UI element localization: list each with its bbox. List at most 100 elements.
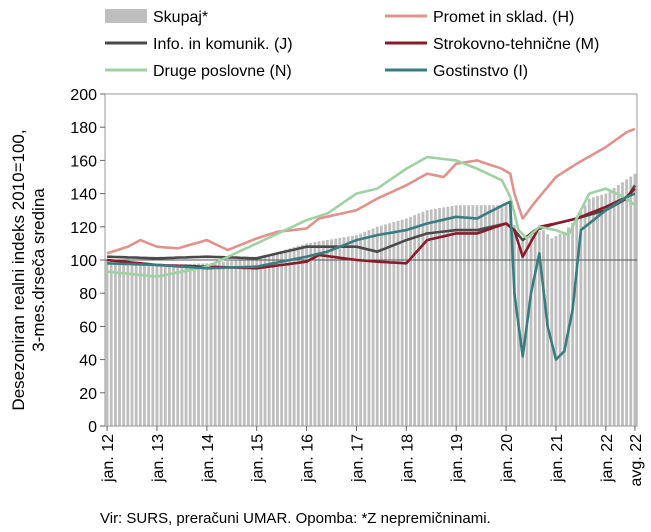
bar-skupaj bbox=[413, 215, 417, 426]
bar-skupaj bbox=[616, 185, 620, 426]
y-tick-label: 20 bbox=[79, 386, 97, 403]
y-tick-label: 80 bbox=[79, 286, 97, 303]
y-axis-label: Desezoniran realni indeks 2010=100,3-mes… bbox=[9, 129, 48, 410]
bar-skupaj bbox=[317, 241, 321, 426]
bar-skupaj bbox=[309, 242, 313, 426]
bar-skupaj bbox=[400, 219, 404, 426]
bar-skupaj bbox=[450, 205, 454, 426]
bar-skupaj bbox=[446, 206, 450, 426]
bar-skupaj bbox=[238, 260, 242, 426]
bar-skupaj bbox=[392, 222, 396, 426]
bar-skupaj bbox=[604, 193, 608, 426]
bar-skupaj bbox=[284, 249, 288, 427]
legend-item: Strokovno-tehnične (M) bbox=[385, 36, 599, 53]
bar-skupaj bbox=[305, 243, 308, 426]
legend: Skupaj* Promet in sklad. (H) Info. in komu… bbox=[105, 9, 599, 80]
bar-skupaj bbox=[334, 238, 338, 426]
bar-skupaj bbox=[222, 261, 225, 426]
bar-skupaj bbox=[396, 220, 400, 426]
bar-skupaj bbox=[409, 216, 412, 426]
legend-item: Info. in komunik. (J) bbox=[105, 36, 293, 53]
bar-skupaj bbox=[438, 208, 441, 426]
bar-series bbox=[105, 173, 637, 427]
bar-skupaj bbox=[234, 260, 238, 426]
bar-skupaj bbox=[213, 262, 217, 426]
series-line-3 bbox=[106, 155, 636, 278]
y-tick-label: 180 bbox=[70, 120, 97, 137]
bar-skupaj bbox=[587, 198, 591, 426]
bar-skupaj bbox=[550, 238, 554, 426]
x-tick-label: jan. 15 bbox=[250, 434, 267, 483]
bar-skupaj bbox=[621, 182, 624, 426]
bar-skupaj bbox=[263, 255, 267, 426]
bar-skupaj bbox=[246, 259, 250, 426]
bar-skupaj bbox=[350, 235, 354, 426]
legend-label: Strokovno-tehnične (M) bbox=[433, 36, 599, 53]
y-axis-label-line: Desezoniran realni indeks 2010=100, bbox=[9, 129, 28, 410]
bar-skupaj bbox=[271, 253, 275, 426]
x-tick-label: avg. 22 bbox=[628, 434, 645, 487]
bar-skupaj bbox=[612, 187, 616, 426]
y-tick-label: 40 bbox=[79, 353, 97, 370]
legend-label: Info. in komunik. (J) bbox=[153, 36, 293, 53]
bar-skupaj bbox=[342, 237, 346, 426]
legend-item: Skupaj* bbox=[105, 9, 208, 26]
legend-label: Skupaj* bbox=[153, 9, 208, 26]
bar-skupaj bbox=[458, 205, 462, 426]
y-tick-label: 160 bbox=[70, 153, 97, 170]
bar-skupaj bbox=[434, 208, 437, 426]
bar-skupaj bbox=[417, 213, 421, 426]
bar-skupaj bbox=[172, 264, 175, 426]
x-tick-label: jan. 14 bbox=[200, 434, 217, 483]
legend-swatch bbox=[105, 9, 147, 23]
x-tick-label: jan. 20 bbox=[499, 434, 516, 483]
bar-skupaj bbox=[313, 242, 317, 426]
bar-skupaj bbox=[367, 230, 371, 426]
bar-skupaj bbox=[168, 264, 171, 426]
bar-skupaj bbox=[242, 259, 246, 426]
bar-skupaj bbox=[629, 176, 633, 426]
bar-skupaj bbox=[579, 211, 583, 426]
bar-skupaj bbox=[276, 252, 279, 426]
bar-skupaj bbox=[608, 190, 612, 426]
y-tick-label: 200 bbox=[70, 87, 97, 104]
bar-skupaj bbox=[554, 236, 558, 426]
bar-skupaj bbox=[388, 223, 392, 426]
y-tick-label: 100 bbox=[70, 253, 97, 270]
y-tick-label: 60 bbox=[79, 319, 97, 336]
legend-item: Promet in sklad. (H) bbox=[385, 9, 574, 26]
bar-skupaj bbox=[575, 218, 579, 426]
bar-skupaj bbox=[537, 231, 541, 426]
bar-skupaj bbox=[205, 263, 209, 426]
bar-skupaj bbox=[596, 196, 599, 426]
bar-skupaj bbox=[122, 261, 126, 426]
bar-skupaj bbox=[217, 262, 221, 426]
bar-skupaj bbox=[384, 224, 387, 426]
bar-skupaj bbox=[113, 260, 117, 426]
x-tick-label: jan. 21 bbox=[549, 434, 566, 483]
bar-skupaj bbox=[483, 205, 487, 426]
legend-item: Gostinstvo (I) bbox=[385, 63, 528, 80]
legend-label: Druge poslovne (N) bbox=[153, 63, 292, 80]
bar-skupaj bbox=[134, 262, 138, 426]
legend-label: Promet in sklad. (H) bbox=[433, 9, 574, 26]
y-axis-label-line: 3-mes.drseča sredina bbox=[29, 188, 48, 352]
bar-skupaj bbox=[517, 246, 520, 426]
bar-skupaj bbox=[292, 247, 296, 426]
bar-skupaj bbox=[251, 258, 254, 426]
bar-skupaj bbox=[346, 236, 350, 426]
bar-skupaj bbox=[192, 263, 196, 426]
bar-skupaj bbox=[105, 260, 109, 426]
bar-skupaj bbox=[425, 210, 429, 426]
bar-skupaj bbox=[558, 233, 562, 426]
bar-skupaj bbox=[633, 173, 637, 426]
x-tick-label: jan. 12 bbox=[100, 434, 117, 483]
bar-skupaj bbox=[255, 258, 259, 426]
bar-skupaj bbox=[492, 205, 496, 426]
bar-skupaj bbox=[591, 197, 595, 426]
bar-skupaj bbox=[442, 207, 446, 426]
bar-skupaj bbox=[454, 205, 458, 426]
y-tick-label: 0 bbox=[88, 419, 97, 436]
bar-skupaj bbox=[488, 205, 491, 426]
bar-skupaj bbox=[325, 239, 329, 426]
